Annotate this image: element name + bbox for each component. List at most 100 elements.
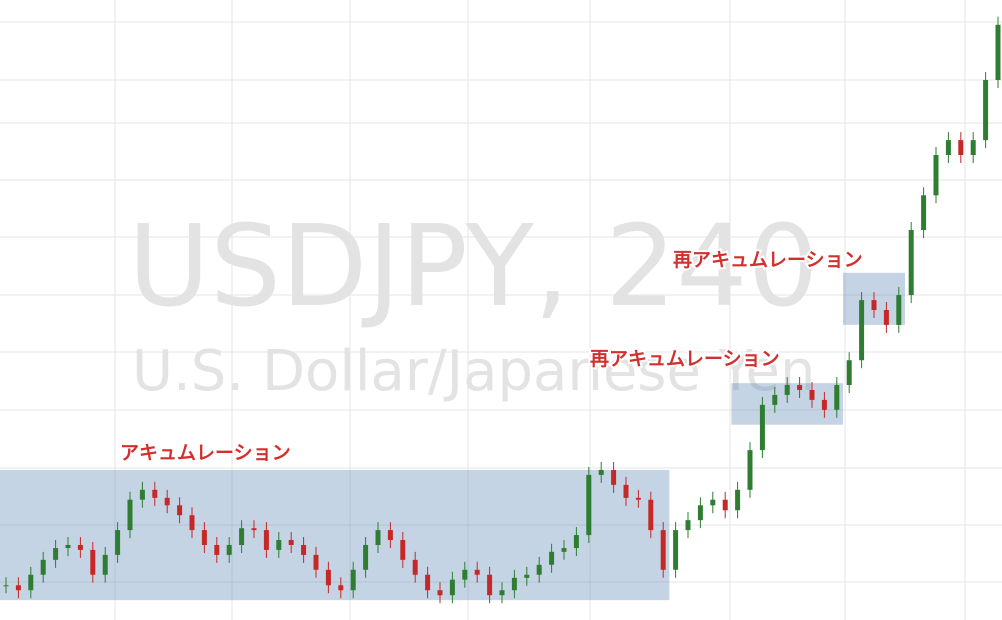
candle-body bbox=[53, 548, 59, 560]
candle-body bbox=[239, 528, 245, 545]
candle bbox=[3, 577, 9, 594]
candle-body bbox=[474, 569, 480, 575]
candle bbox=[301, 536, 307, 563]
candle-body bbox=[65, 544, 71, 549]
candle bbox=[759, 396, 765, 459]
candle-body bbox=[834, 385, 840, 410]
candle-body bbox=[201, 530, 207, 545]
candle-body bbox=[623, 484, 629, 498]
candle-body bbox=[499, 590, 505, 596]
candle-body bbox=[598, 469, 604, 475]
accumulation-box bbox=[0, 469, 670, 601]
candle bbox=[573, 527, 579, 557]
candle-body bbox=[635, 497, 641, 500]
candle-body bbox=[301, 544, 307, 555]
candle-body bbox=[313, 554, 319, 570]
candle-body bbox=[809, 389, 815, 400]
candle bbox=[65, 536, 71, 557]
candle-body bbox=[263, 530, 269, 550]
candle-body bbox=[859, 300, 865, 361]
candle-body bbox=[139, 489, 145, 500]
candle-body bbox=[933, 155, 939, 196]
annotation-label: 再アキュムレーション bbox=[673, 249, 863, 271]
candle-body bbox=[127, 499, 133, 531]
candle bbox=[189, 507, 195, 539]
candle bbox=[437, 582, 443, 604]
candle bbox=[449, 571, 455, 604]
candle bbox=[499, 582, 505, 604]
candle bbox=[177, 497, 183, 524]
candle bbox=[623, 476, 629, 506]
candle bbox=[375, 522, 381, 553]
candle-body bbox=[673, 530, 679, 570]
candle-body bbox=[747, 450, 753, 490]
candle bbox=[710, 491, 716, 514]
candle-body bbox=[189, 515, 195, 531]
candle bbox=[735, 481, 741, 519]
candle-body bbox=[896, 295, 902, 325]
candle-body bbox=[276, 540, 282, 550]
candle-body bbox=[511, 577, 517, 591]
candle bbox=[697, 497, 703, 529]
candle bbox=[784, 377, 790, 403]
candle-body bbox=[536, 564, 542, 575]
candle-body bbox=[15, 585, 21, 591]
candle bbox=[387, 522, 393, 549]
candle bbox=[586, 466, 592, 544]
candle bbox=[226, 536, 232, 563]
candle-body bbox=[462, 569, 468, 580]
candle bbox=[487, 566, 493, 604]
candle-body bbox=[325, 569, 331, 586]
candle bbox=[15, 577, 21, 599]
candle bbox=[152, 481, 158, 506]
candle bbox=[511, 569, 517, 599]
candle bbox=[325, 561, 331, 594]
candle bbox=[77, 536, 83, 558]
candle bbox=[561, 540, 567, 560]
candle-body bbox=[437, 590, 443, 596]
candle-body bbox=[363, 544, 369, 570]
candle-body bbox=[387, 530, 393, 541]
candle bbox=[276, 532, 282, 558]
candle bbox=[474, 561, 480, 583]
candle-body bbox=[400, 540, 406, 560]
candle-body bbox=[586, 474, 592, 536]
candle-body bbox=[77, 544, 83, 550]
candle bbox=[648, 491, 654, 539]
candle bbox=[115, 522, 121, 563]
candle-body bbox=[735, 489, 741, 511]
candle bbox=[908, 222, 914, 304]
candle-body bbox=[561, 548, 567, 552]
candle bbox=[660, 522, 666, 578]
candle bbox=[970, 132, 976, 163]
candle bbox=[797, 377, 803, 398]
candle bbox=[598, 461, 604, 483]
candle bbox=[983, 71, 989, 149]
candle bbox=[350, 561, 356, 599]
candle bbox=[338, 577, 344, 599]
candle-body bbox=[288, 540, 294, 545]
candle bbox=[896, 287, 902, 333]
candle bbox=[772, 386, 778, 413]
candle bbox=[859, 292, 865, 369]
candle-body bbox=[772, 394, 778, 405]
candle bbox=[871, 292, 877, 318]
candle-body bbox=[449, 579, 455, 596]
candle bbox=[28, 566, 34, 599]
candle-body bbox=[846, 360, 852, 386]
candle bbox=[635, 489, 641, 508]
candle bbox=[263, 522, 269, 558]
candle bbox=[214, 536, 220, 563]
candle bbox=[611, 461, 617, 493]
candle bbox=[958, 132, 964, 163]
watermark-subtitle: U.S. Dollar/Japanese Yen bbox=[132, 339, 815, 404]
candle-body bbox=[945, 140, 951, 155]
candle-body bbox=[412, 559, 418, 575]
candle bbox=[288, 532, 294, 553]
candle-body bbox=[871, 300, 877, 310]
candle bbox=[673, 522, 679, 578]
candle bbox=[102, 546, 108, 583]
candle bbox=[995, 16, 1001, 88]
candle bbox=[139, 481, 145, 508]
